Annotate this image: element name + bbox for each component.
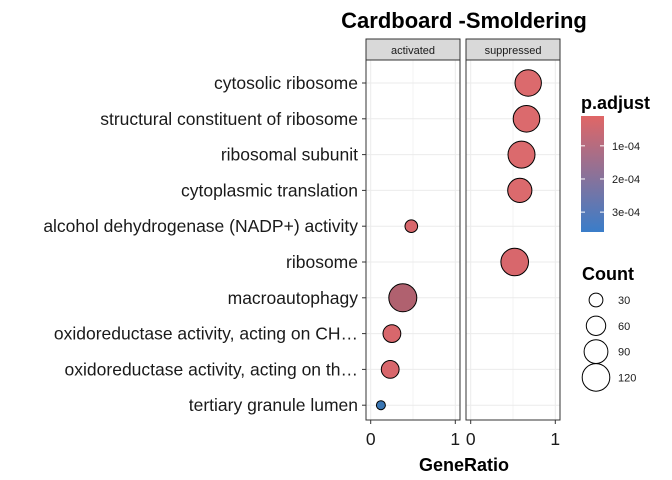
- size-legend-label: 30: [618, 295, 630, 307]
- size-legend-label: 60: [618, 321, 630, 333]
- data-point: [512, 105, 541, 133]
- y-tick-label: oxidoreductase activity, acting on CH…: [54, 324, 358, 344]
- facet-border-activated: [365, 59, 461, 421]
- data-point: [500, 247, 530, 277]
- color-legend: p.adjust 1e-04 2e-04 3e-04: [581, 93, 650, 232]
- data-point: [375, 400, 386, 411]
- data-point: [507, 140, 536, 169]
- size-legend-key: [588, 292, 604, 308]
- data-point: [507, 177, 533, 203]
- facet-label-suppressed: suppressed: [485, 45, 542, 57]
- color-scale-label: 3e-04: [612, 207, 640, 219]
- data-point: [380, 360, 400, 379]
- data-point: [514, 69, 542, 97]
- facet-panels: activated suppressed: [365, 38, 561, 421]
- y-axis-labels: cytosolic ribosome structural constituent…: [43, 73, 366, 415]
- x-tick-label: 0: [466, 429, 476, 449]
- y-tick-label: oxidoreductase activity, acting on th…: [65, 359, 358, 379]
- size-legend-key: [581, 363, 611, 392]
- y-tick-label: ribosomal subunit: [221, 145, 358, 165]
- data-point: [388, 283, 418, 313]
- data-point: [382, 324, 402, 344]
- y-tick-label: cytoplasmic translation: [181, 180, 358, 200]
- y-tick-label: structural constituent of ribosome: [100, 109, 358, 129]
- x-axis-title: GeneRatio: [419, 455, 509, 475]
- data-point: [404, 219, 419, 233]
- y-tick-label: tertiary granule lumen: [189, 395, 358, 415]
- facet-border-suppressed: [465, 59, 561, 421]
- x-tick-label: 1: [550, 429, 560, 449]
- y-tick-label: cytosolic ribosome: [214, 73, 358, 93]
- size-legend-key: [585, 315, 607, 336]
- x-tick-label: 1: [450, 429, 460, 449]
- color-legend-title: p.adjust: [581, 93, 650, 113]
- size-legend-title: Count: [582, 264, 634, 284]
- color-scale-label: 1e-04: [612, 141, 640, 153]
- facet-label-activated: activated: [391, 45, 435, 57]
- y-tick-label: macroautophagy: [228, 288, 359, 308]
- x-tick-label: 0: [366, 429, 376, 449]
- size-legend-label: 90: [618, 347, 630, 359]
- color-scale-bar: [581, 116, 604, 232]
- size-legend: Count 30 60 90 120: [581, 264, 636, 392]
- chart-title: Cardboard -Smoldering: [341, 8, 587, 33]
- size-legend-key: [583, 339, 609, 365]
- size-legend-label: 120: [618, 372, 636, 384]
- color-scale-label: 2e-04: [612, 174, 640, 186]
- y-tick-label: ribosome: [286, 252, 358, 272]
- y-tick-label: alcohol dehydrogenase (NADP+) activity: [43, 216, 358, 236]
